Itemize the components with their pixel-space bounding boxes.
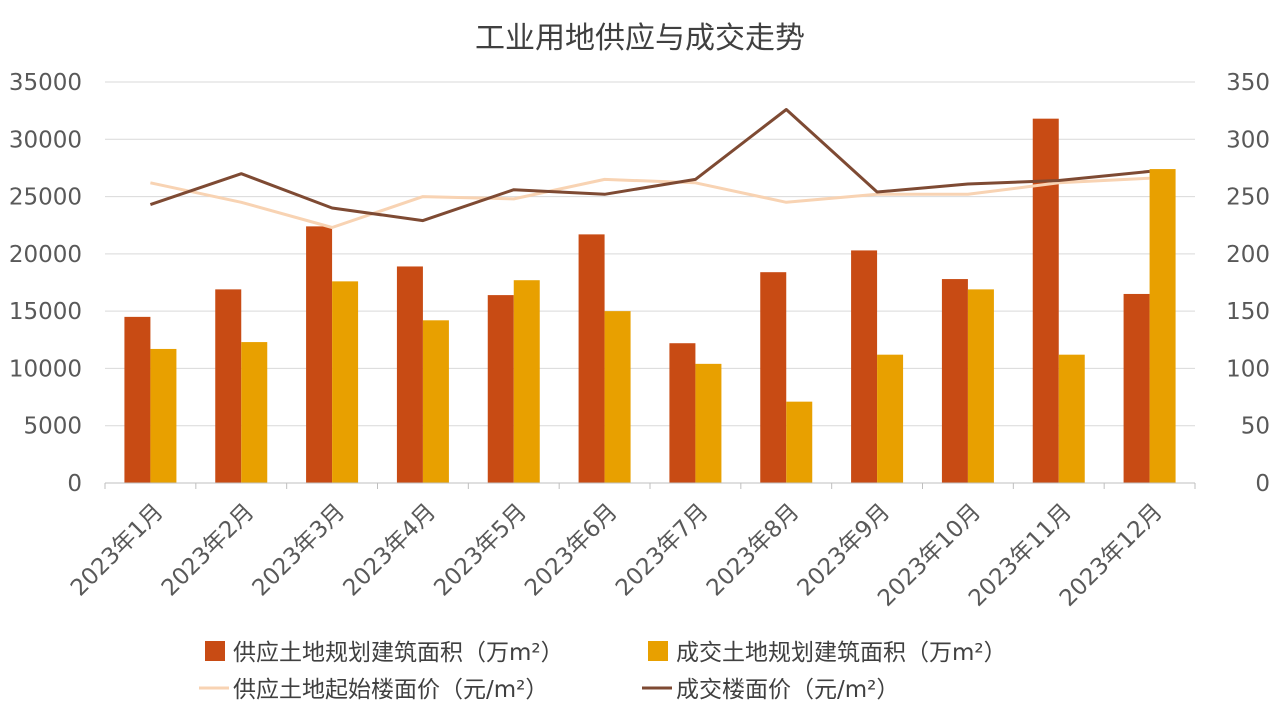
bar-supply [1032, 118, 1059, 484]
y-right-tick-label: 50 [1241, 414, 1270, 440]
bar-deal [241, 342, 268, 483]
legend-label: 供应土地规划建筑面积（万m²） [233, 640, 564, 666]
bar-deal [967, 289, 994, 483]
bar-supply [1123, 293, 1150, 483]
bar-deal [150, 348, 177, 483]
y-left-tick-label: 0 [67, 471, 82, 497]
y-left-tick-label: 25000 [9, 185, 82, 211]
gridlines [105, 81, 1195, 427]
y-right-tick-label: 150 [1226, 299, 1270, 325]
legend-label: 成交楼面价（元/m²） [676, 677, 899, 703]
bar-supply [396, 266, 423, 483]
bar-deal [877, 354, 904, 483]
legend-swatch [648, 641, 668, 661]
y-right-tick-label: 0 [1255, 471, 1270, 497]
y-left-tick-label: 20000 [9, 242, 82, 268]
y-left-tick-label: 35000 [9, 70, 82, 96]
legend-label: 成交土地规划建筑面积（万m²） [676, 640, 1007, 666]
bar-deal [1058, 354, 1085, 483]
bar-deal [332, 281, 359, 483]
y-right-tick-label: 200 [1226, 242, 1270, 268]
chart-title: 工业用地供应与成交走势 [475, 21, 805, 56]
x-tick-label: 2023年7月 [611, 499, 714, 602]
bar-deal [786, 401, 813, 483]
bar-supply [941, 279, 968, 483]
x-tick-label: 2023年4月 [339, 499, 442, 602]
bar-deal [695, 363, 722, 483]
bar-supply [669, 343, 696, 483]
axes: 0 5000 10000 15000 20000 25000 30000 35000 0 50 10… [9, 70, 1270, 612]
bar-deal [513, 280, 540, 483]
x-tick-label: 2023年3月 [248, 499, 351, 602]
bar-deal [422, 320, 449, 483]
line-deal-price [149, 108, 1150, 223]
bars [124, 118, 1176, 484]
x-tick-label: 2023年5月 [429, 499, 532, 602]
y-left-tick-label: 5000 [23, 414, 82, 440]
bar-supply [215, 289, 242, 483]
bar-supply [578, 234, 605, 483]
x-tick-label: 2023年2月 [157, 499, 260, 602]
y-right-tick-label: 300 [1226, 127, 1270, 153]
bar-supply [306, 226, 333, 484]
y-right-tick-label: 350 [1226, 70, 1270, 96]
bar-supply [487, 295, 514, 483]
legend: 供应土地规划建筑面积（万m²） 成交土地规划建筑面积（万m²） 供应土地起始楼面价（… [199, 640, 1007, 703]
y-left-tick-label: 10000 [9, 356, 82, 382]
lines [149, 108, 1150, 229]
legend-label: 供应土地起始楼面价（元/m²） [233, 677, 548, 703]
bar-deal [1149, 169, 1176, 483]
bar-supply [124, 316, 151, 483]
bar-supply [851, 250, 878, 483]
y-left-tick-label: 15000 [9, 299, 82, 325]
legend-swatch [205, 641, 225, 661]
x-tick-label: 2023年1月 [66, 499, 169, 602]
y-right-tick-label: 250 [1226, 185, 1270, 211]
line-supply-start-price [150, 176, 1150, 229]
bar-deal [604, 311, 631, 483]
bar-supply [760, 272, 787, 483]
y-right-tick-label: 100 [1226, 356, 1270, 382]
y-left-tick-label: 30000 [9, 127, 82, 153]
x-tick-label: 2023年8月 [702, 499, 805, 602]
x-tick-label: 2023年6月 [520, 499, 623, 602]
